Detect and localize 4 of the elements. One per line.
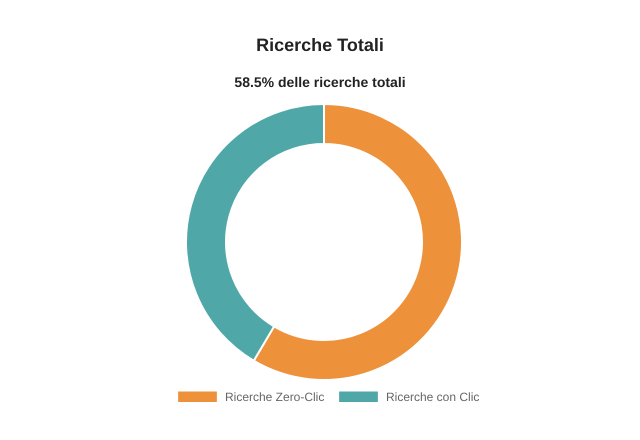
chart-title: Ricerche Totali [256,35,384,55]
legend-label: Ricerche Zero-Clic [225,390,324,404]
chart-subtitle: 58.5% delle ricerche totali [234,74,406,90]
legend-label: Ricerche con Clic [386,390,480,404]
